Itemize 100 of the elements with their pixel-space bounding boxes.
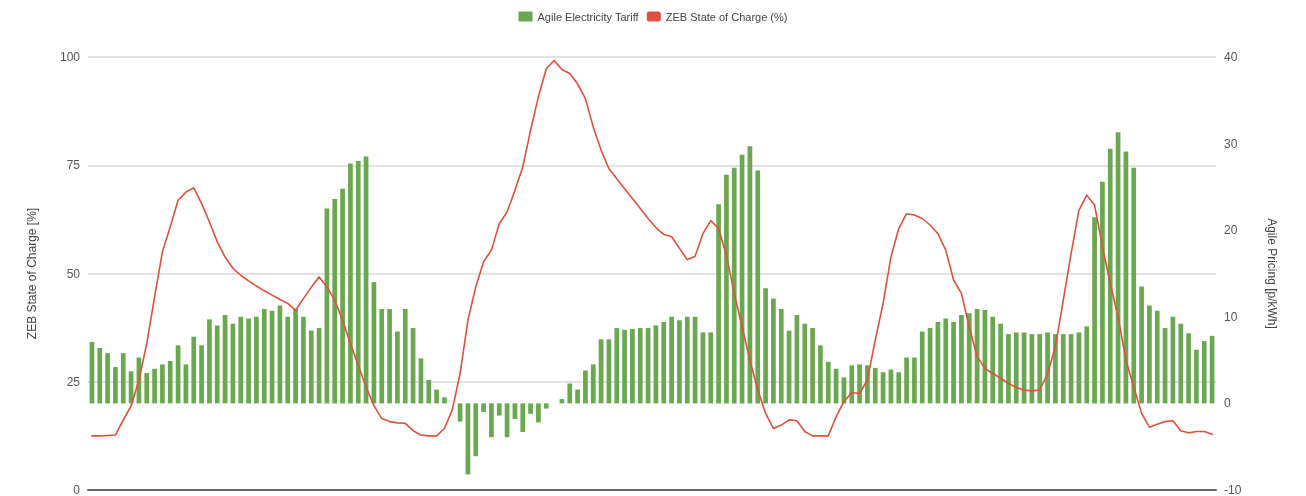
bar (1006, 334, 1011, 404)
bar (1084, 326, 1090, 404)
bar (379, 309, 385, 404)
y2-tick-label: 30 (1224, 136, 1238, 151)
bar (731, 167, 737, 404)
bar (919, 331, 925, 404)
bar (771, 298, 776, 404)
bar (708, 332, 714, 404)
bar (677, 320, 682, 404)
y2-tick-label: 10 (1224, 309, 1238, 324)
bar (622, 329, 627, 404)
bar (1154, 310, 1160, 404)
bar (810, 328, 815, 404)
bar (1107, 148, 1113, 404)
bar (543, 403, 549, 409)
bar (661, 322, 667, 404)
y-tick-label: 75 (66, 158, 81, 173)
bar (575, 389, 580, 404)
bar (293, 309, 298, 404)
bar (442, 397, 447, 404)
bar (301, 316, 306, 404)
bar (520, 403, 526, 432)
bar (120, 353, 126, 404)
bar (755, 170, 761, 404)
bar (332, 199, 338, 404)
legend-label: Agile Electricity Tariff (537, 10, 640, 23)
bar (912, 357, 917, 404)
bar (818, 345, 823, 404)
bar (716, 204, 721, 404)
y2-tick-label: 0 (1224, 396, 1231, 411)
bar (160, 364, 165, 404)
bar (105, 353, 110, 404)
y2-tick-label: 40 (1224, 50, 1238, 64)
y-tick-label: 0 (73, 483, 81, 496)
bar (943, 318, 949, 404)
bar (849, 365, 855, 404)
bar (199, 345, 204, 404)
bar (998, 323, 1003, 404)
bar (1201, 341, 1207, 404)
bar (1147, 305, 1152, 404)
bar (97, 347, 103, 404)
bar (1194, 349, 1199, 404)
y-tick-label: 50 (66, 266, 81, 281)
bar (990, 316, 996, 404)
y-axis-title: ZEB State of Charge [%] (25, 207, 39, 340)
bar (238, 316, 244, 404)
bar (113, 367, 118, 404)
y2-tick-label: 20 (1224, 223, 1238, 238)
bar (802, 323, 808, 404)
bar (395, 331, 400, 404)
bar (590, 364, 596, 404)
y2-tick-label: -10 (1224, 483, 1242, 496)
bar (778, 309, 784, 404)
bar (1178, 323, 1184, 404)
bar (583, 370, 588, 404)
y-tick-label: 25 (66, 374, 81, 389)
bar (614, 328, 620, 404)
bar (1092, 217, 1097, 404)
bar (1186, 333, 1191, 404)
line-series (91, 59, 1213, 437)
bar (536, 403, 541, 423)
bar (896, 372, 902, 404)
bar (261, 309, 267, 404)
y2-axis-title: Agile Pricing [p/kWh] (1265, 218, 1279, 329)
bar (1037, 334, 1043, 404)
bar (308, 330, 314, 404)
bar (496, 403, 502, 416)
bar (1131, 167, 1137, 404)
bar (872, 367, 878, 404)
bar (434, 389, 439, 404)
bar (567, 383, 573, 404)
bar (489, 403, 494, 438)
bar (246, 318, 251, 404)
bar (254, 316, 259, 404)
bar (387, 309, 392, 404)
bar (1139, 286, 1144, 404)
bar (1060, 334, 1066, 404)
bar (355, 160, 361, 404)
bar (348, 163, 353, 404)
bar (825, 361, 831, 404)
bar (402, 309, 408, 404)
bar (904, 357, 909, 404)
legend-label: ZEB State of Charge (%) (665, 10, 788, 23)
bar (340, 188, 345, 404)
bar (426, 380, 432, 404)
bar (684, 316, 690, 404)
bar (481, 403, 486, 413)
bar (966, 313, 972, 404)
bar (167, 360, 173, 404)
bar (637, 328, 643, 404)
bar (630, 328, 635, 404)
bar (152, 368, 157, 404)
bar (959, 315, 964, 404)
bar (1100, 181, 1105, 404)
bar (473, 403, 479, 457)
bar (724, 174, 729, 404)
bar (669, 316, 674, 404)
bar (857, 364, 862, 404)
bar (763, 288, 768, 404)
bar (207, 319, 212, 404)
